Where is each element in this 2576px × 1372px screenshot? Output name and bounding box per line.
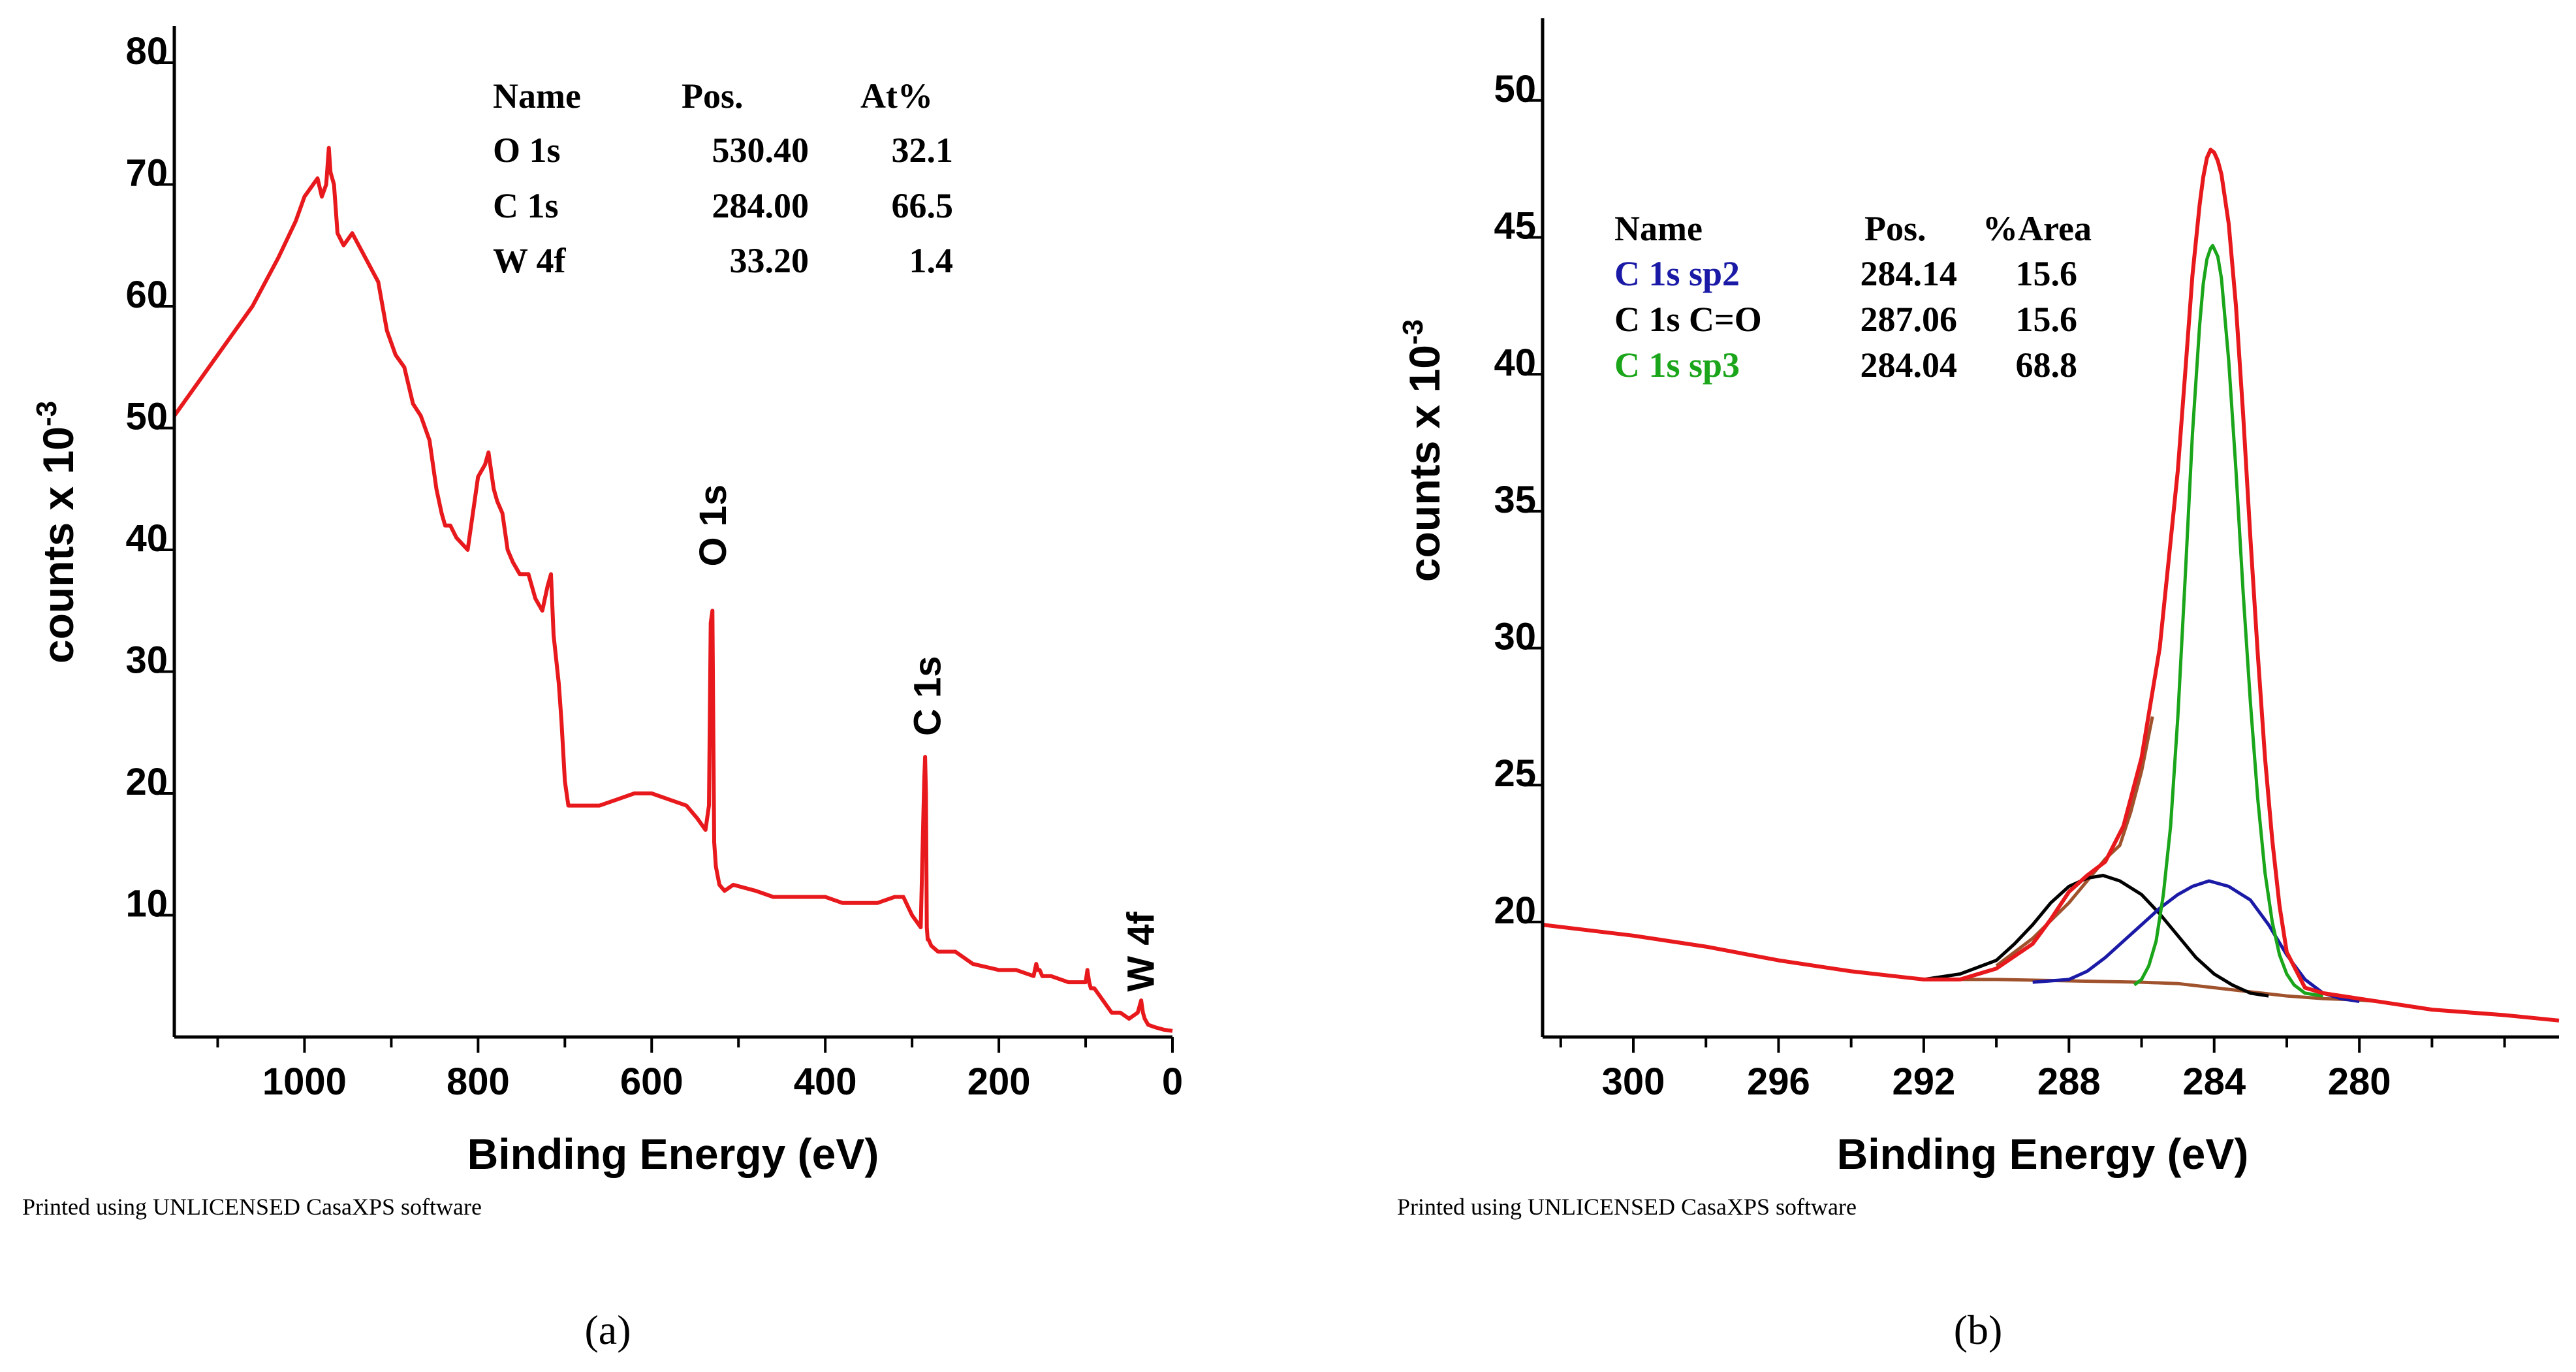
panel-a-table: Name Pos. At% O 1s 530.40 32.1 C 1s 284.… — [493, 76, 953, 280]
panel-a-label: (a) — [584, 1307, 631, 1353]
x-tick-label: 292 — [1892, 1061, 1955, 1103]
panel-b-footer: Printed using UNLICENSED CasaXPS softwar… — [1397, 1194, 1857, 1220]
table-cell: C 1s sp2 — [1614, 254, 1740, 293]
x-tick-label: 1000 — [262, 1061, 347, 1103]
table-cell: 15.6 — [2016, 300, 2078, 339]
panel-b-series — [1542, 148, 2560, 1023]
y-label-base: counts x 10 — [1400, 345, 1449, 582]
panel-a-x-ticks: 1000 800 600 400 200 0 — [216, 1037, 1183, 1103]
table-cell: C 1s — [493, 186, 559, 225]
table-cell: 15.6 — [2016, 254, 2078, 293]
x-tick-label: 280 — [2328, 1061, 2391, 1103]
y-tick-label: 60 — [125, 274, 168, 316]
x-tick-label: 600 — [620, 1061, 683, 1103]
peak-label: C 1s — [906, 656, 949, 737]
x-tick-label: 0 — [1162, 1061, 1183, 1103]
table-header-pos: Pos. — [682, 76, 744, 116]
table-cell: 284.14 — [1861, 254, 1958, 293]
y-tick-label: 45 — [1494, 204, 1536, 247]
table-cell: O 1s — [493, 131, 561, 170]
table-cell: C 1s C=O — [1614, 300, 1762, 339]
panel-b-y-axis-label: counts x 10-3 — [1397, 319, 1449, 582]
series-line-c-1s-sp2 — [2032, 879, 2360, 1003]
y-tick-label: 80 — [125, 30, 168, 72]
y-tick-label: 10 — [125, 882, 168, 925]
y-tick-label: 50 — [125, 395, 168, 438]
table-cell: 33.20 — [730, 241, 809, 280]
panel-a-y-ticks: 10 20 30 40 50 60 70 80 — [125, 30, 174, 925]
y-tick-label: 40 — [1494, 342, 1536, 384]
x-tick-label: 200 — [967, 1061, 1031, 1103]
y-tick-label: 25 — [1494, 752, 1536, 795]
panel-a-x-axis-label: Binding Energy (eV) — [467, 1130, 879, 1178]
table-cell: C 1s sp3 — [1614, 345, 1740, 385]
x-tick-label: 284 — [2182, 1061, 2246, 1103]
x-tick-label: 400 — [794, 1061, 857, 1103]
y-tick-label: 20 — [1494, 889, 1536, 932]
y-label-exponent: -3 — [1397, 319, 1429, 345]
peak-label: W 4f — [1120, 912, 1162, 992]
series-line-c-1s-c-o — [1923, 874, 2269, 998]
table-header-name: Name — [493, 76, 581, 116]
peak-label: O 1s — [692, 485, 734, 567]
table-cell: 284.04 — [1861, 345, 1958, 385]
table-cell: 530.40 — [712, 131, 809, 170]
panel-b-y-ticks: 20 25 30 35 40 45 50 — [1494, 68, 1543, 932]
y-tick-label: 30 — [125, 639, 168, 681]
panel-b-label: (b) — [1954, 1307, 2003, 1353]
series-line-survey — [172, 146, 1173, 1033]
y-tick-label: 35 — [1494, 479, 1536, 521]
y-label-exponent: -3 — [31, 401, 63, 426]
panel-b: 20 25 30 35 40 45 50 300 296 292 288 284 280 Name P… — [1397, 18, 2560, 1353]
table-cell: 32.1 — [892, 131, 954, 170]
y-tick-label: 40 — [125, 517, 168, 560]
table-header-area: %Area — [1983, 209, 2092, 248]
table-cell: 284.00 — [712, 186, 809, 225]
panel-b-x-ticks: 300 296 292 288 284 280 — [1559, 1037, 2506, 1103]
x-tick-label: 800 — [447, 1061, 510, 1103]
y-tick-label: 20 — [125, 761, 168, 803]
x-tick-label: 288 — [2037, 1061, 2101, 1103]
y-tick-label: 30 — [1494, 616, 1536, 658]
y-tick-label: 70 — [125, 152, 168, 194]
table-header-at: At% — [860, 76, 933, 116]
panel-a-y-axis-label: counts x 10-3 — [31, 401, 82, 663]
table-cell: 66.5 — [892, 186, 954, 225]
table-cell: W 4f — [493, 241, 567, 280]
table-header-name: Name — [1614, 209, 1703, 248]
table-cell: 287.06 — [1861, 300, 1958, 339]
y-label-base: counts x 10 — [34, 426, 82, 663]
panel-b-table: Name Pos. %Area C 1s sp2 284.14 15.6 C 1… — [1614, 209, 2092, 385]
series-line-measured — [1542, 148, 2560, 1023]
panel-a-footer: Printed using UNLICENSED CasaXPS softwar… — [22, 1194, 482, 1220]
panel-a-peak-labels: O 1s C 1s W 4f — [692, 485, 1162, 992]
panel-a: 10 20 30 40 50 60 70 80 1000 800 600 400 200 0 O 1s C… — [22, 26, 1183, 1353]
y-tick-label: 50 — [1494, 68, 1536, 110]
table-cell: 1.4 — [909, 241, 954, 280]
x-tick-label: 300 — [1602, 1061, 1665, 1103]
panel-b-x-axis-label: Binding Energy (eV) — [1837, 1130, 2249, 1178]
table-cell: 68.8 — [2016, 345, 2078, 385]
series-line-c-1s-sp3 — [2133, 244, 2323, 998]
panel-a-series — [172, 146, 1173, 1033]
x-tick-label: 296 — [1747, 1061, 1810, 1103]
series-line-envelope — [1995, 716, 2154, 967]
table-header-pos: Pos. — [1864, 209, 1926, 248]
